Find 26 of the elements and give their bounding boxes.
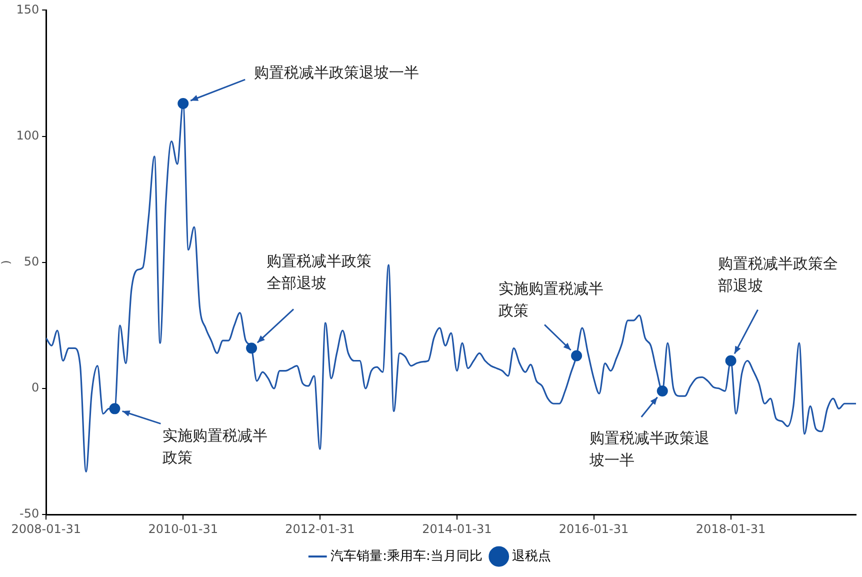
point [109, 403, 120, 414]
y-tick-label: 50 [24, 254, 40, 269]
y-axis-title: ) [0, 260, 12, 265]
legend-label: 汽车销量:乘用车:当月同比 [330, 548, 482, 564]
point [246, 342, 258, 354]
annotation: 购置税减半政策全部退坡 [266, 252, 372, 292]
annotation: 购置税减半政策全部退坡 [718, 254, 838, 295]
x-tick-label: 2012-01-31 [285, 522, 355, 536]
y-tick-label: 150 [16, 2, 40, 16]
x-tick-label: 2008-01-31 [11, 522, 81, 536]
annotation: 实施购置税减半政策 [498, 280, 604, 320]
point [571, 350, 582, 362]
annotation: 购置税减半政策退坡一半 [254, 63, 420, 82]
point [178, 98, 189, 110]
point [725, 355, 736, 366]
legend-label: 退税点 [512, 548, 551, 564]
x-tick-label: 2014-01-31 [422, 522, 492, 536]
annotation: 购置税减半政策退坡一半 [588, 428, 710, 469]
y-tick-label: -50 [19, 506, 40, 521]
y-tick-label: 0 [31, 380, 40, 395]
annotation: 实施购置税减半政策 [162, 426, 268, 467]
x-tick-label: 2010-01-31 [148, 522, 218, 536]
x-tick-label: 2018-01-31 [696, 522, 766, 536]
y-tick-label: 100 [16, 128, 40, 142]
x-tick-label: 2016-01-31 [558, 522, 629, 536]
point [656, 386, 668, 397]
